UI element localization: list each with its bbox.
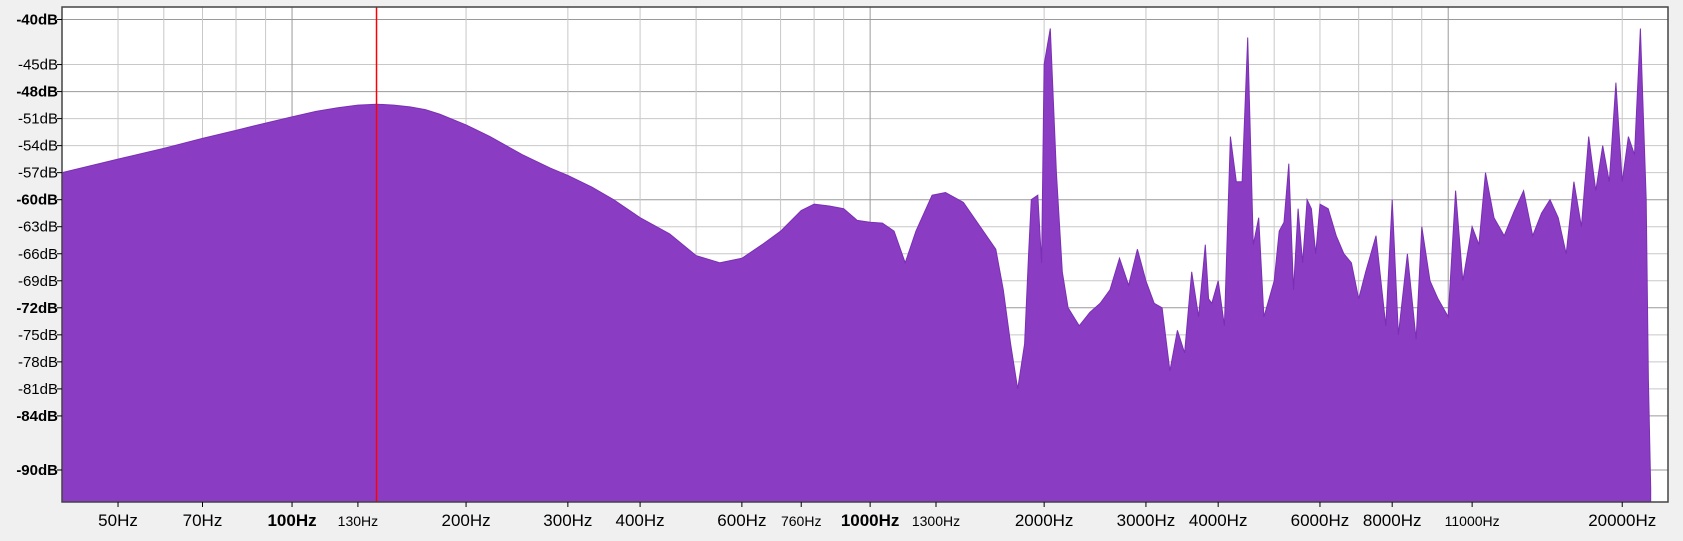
y-tick-label: -48dB — [16, 84, 58, 101]
y-tick-label: -78dB — [18, 354, 58, 371]
y-tick-label: -54dB — [18, 138, 58, 155]
x-tick-label: 6000Hz — [1291, 511, 1350, 530]
y-tick-label: -60dB — [16, 192, 58, 209]
x-tick-label: 20000Hz — [1588, 511, 1656, 530]
y-tick-label: -63dB — [18, 219, 58, 236]
x-tick-label: 600Hz — [717, 511, 766, 530]
spectrum-area — [61, 28, 1652, 503]
x-tick-label: 50Hz — [98, 511, 138, 530]
x-tick-label: 200Hz — [441, 511, 490, 530]
y-tick-label: -72dB — [16, 300, 58, 317]
y-tick-label: -45dB — [18, 57, 58, 74]
y-tick-label: -51dB — [18, 111, 58, 128]
y-tick-label: -81dB — [18, 381, 58, 398]
y-tick-label: -40dB — [16, 12, 58, 29]
y-tick-label: -57dB — [18, 165, 58, 182]
x-tick-label: 300Hz — [543, 511, 592, 530]
y-tick-label: -90dB — [16, 462, 58, 479]
x-tick-label: 1000Hz — [841, 511, 900, 530]
x-tick-label: 3000Hz — [1117, 511, 1176, 530]
x-tick-label: 11000Hz — [1445, 513, 1500, 529]
x-tick-label: 70Hz — [183, 511, 223, 530]
x-tick-label: 400Hz — [616, 511, 665, 530]
y-tick-label: -66dB — [18, 246, 58, 263]
x-tick-label: 760Hz — [781, 513, 821, 529]
x-tick-label: 8000Hz — [1363, 511, 1422, 530]
y-tick-label: -69dB — [18, 273, 58, 290]
x-tick-label: 1300Hz — [912, 513, 960, 529]
y-tick-label: -75dB — [18, 327, 58, 344]
y-tick-label: -84dB — [16, 408, 58, 425]
plot-border — [61, 6, 1669, 503]
x-tick-label: 2000Hz — [1015, 511, 1074, 530]
x-tick-label: 100Hz — [267, 511, 316, 530]
x-tick-label: 4000Hz — [1189, 511, 1248, 530]
x-axis-ticks: 50Hz 70Hz 100Hz 130Hz 200Hz 300Hz 400Hz 600Hz 76… — [98, 502, 1656, 530]
y-axis-ticks: -40dB -45dB -48dB -51dB -54dB -57dB -60dB -63dB… — [16, 12, 62, 479]
x-tick-label: 130Hz — [338, 513, 378, 529]
